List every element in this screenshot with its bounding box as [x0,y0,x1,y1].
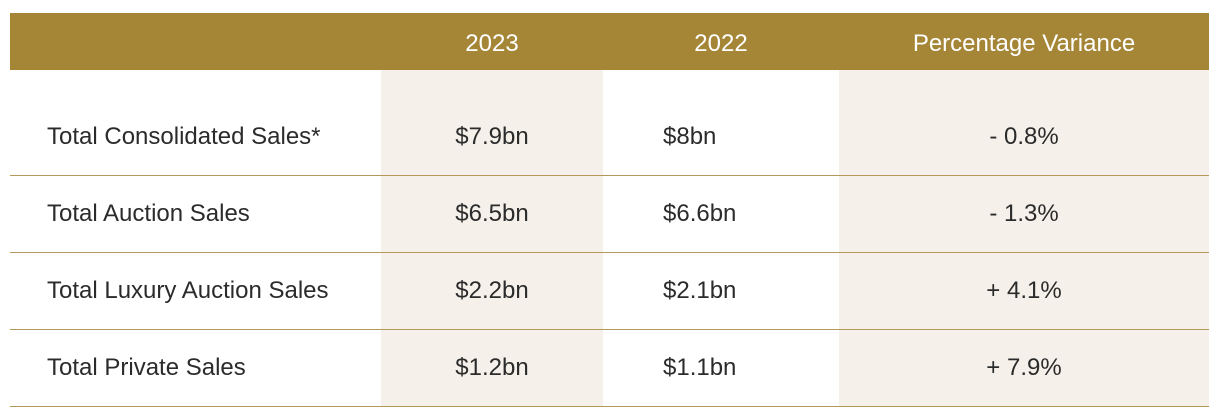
value-variance: + 7.9% [986,354,1062,381]
value-variance: + 4.1% [986,277,1062,304]
value-2022: $1.1bn [663,354,737,381]
value-2023: $6.5bn [455,200,529,227]
value-2022: $8bn [663,123,717,150]
table-row: Total Consolidated Sales* $7.9bn $8bn - … [10,98,1209,176]
column-2023-shading [381,13,603,406]
value-variance: - 1.3% [989,200,1059,227]
table-row: Total Auction Sales $6.5bn $6.6bn - 1.3% [10,175,1209,253]
value-2023: $7.9bn [455,123,529,150]
row-label: Total Consolidated Sales* [47,123,321,150]
value-2023: $1.2bn [455,354,529,381]
value-2022: $6.6bn [663,200,737,227]
value-variance: - 0.8% [989,123,1059,150]
value-2022: $2.1bn [663,277,737,304]
row-label: Total Private Sales [47,354,246,381]
sales-comparison-table: 2023 2022 Percentage Variance Total Cons… [10,13,1209,407]
table-row: Total Luxury Auction Sales $2.2bn $2.1bn… [10,252,1209,330]
value-2023: $2.2bn [455,277,529,304]
header-2022: 2022 [694,30,748,57]
column-variance-shading [839,13,1209,406]
row-label: Total Luxury Auction Sales [47,277,329,304]
row-label: Total Auction Sales [47,200,250,227]
table-row: Total Private Sales $1.2bn $1.1bn + 7.9% [10,329,1209,407]
table-header: 2023 2022 Percentage Variance [10,13,1209,70]
header-2023: 2023 [465,30,519,57]
header-percentage-variance: Percentage Variance [912,30,1136,57]
